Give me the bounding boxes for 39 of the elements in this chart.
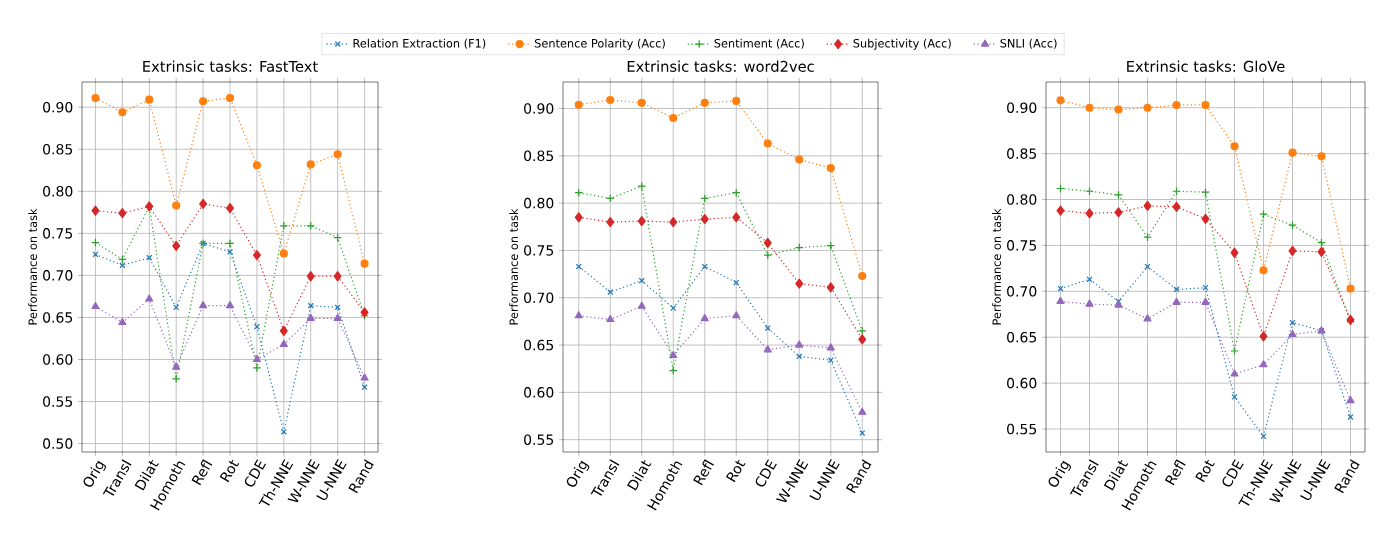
y-tick-label: 0.70 — [1007, 286, 1037, 297]
y-tick-label: 0.55 — [1007, 423, 1037, 435]
y-tick-label: 0.75 — [43, 228, 73, 239]
y-tick-label: 0.65 — [43, 312, 73, 323]
legend-label: Sentiment (Acc) — [714, 38, 804, 49]
legend-label: Sentence Polarity (Acc) — [534, 38, 665, 50]
legend-label: Relation Extraction (F1) — [353, 38, 486, 49]
y-tick-label: 0.50 — [43, 438, 73, 449]
y-tick-label: 0.85 — [43, 143, 73, 155]
y-tick-label: 0.65 — [1007, 331, 1037, 343]
y-tick-label: 0.90 — [524, 103, 554, 114]
y-tick-label: 0.85 — [1007, 148, 1037, 159]
y-tick-label: 0.90 — [43, 101, 73, 113]
chart-title: Extrinsic tasks: word2vec — [627, 60, 814, 72]
y-tick-label: 0.60 — [43, 354, 73, 365]
y-axis-title: Performance on task — [992, 208, 1001, 325]
y-axis-title: Performance on task — [509, 208, 518, 325]
y-tick-label: 0.80 — [524, 197, 554, 209]
y-tick-label: 0.60 — [524, 387, 554, 398]
y-tick-label: 0.75 — [1007, 240, 1037, 251]
legend-label: SNLI (Acc) — [1000, 38, 1057, 49]
y-tick-label: 0.85 — [524, 150, 554, 162]
y-tick-label: 0.80 — [43, 186, 73, 197]
x-tick-label: Rot — [725, 459, 746, 483]
y-axis-title: Performance on task — [28, 208, 37, 325]
y-tick-label: 0.55 — [524, 434, 554, 445]
y-tick-label: 0.80 — [1007, 194, 1037, 205]
y-tick-label: 0.60 — [1007, 377, 1037, 389]
y-tick-label: 0.55 — [43, 396, 73, 407]
y-tick-label: 0.75 — [524, 245, 554, 256]
y-tick-label: 0.90 — [1007, 102, 1037, 113]
x-tick-label: Rot — [1195, 459, 1215, 483]
x-tick-label: Rot — [219, 459, 240, 483]
y-tick-label: 0.70 — [43, 270, 73, 281]
chart-title: Extrinsic tasks: GloVe — [1127, 60, 1285, 72]
legend-label: Subjectivity (Acc) — [853, 38, 951, 50]
y-tick-label: 0.70 — [524, 292, 554, 304]
chart-title: Extrinsic tasks: FastText — [143, 60, 318, 72]
y-tick-label: 0.65 — [524, 339, 554, 351]
